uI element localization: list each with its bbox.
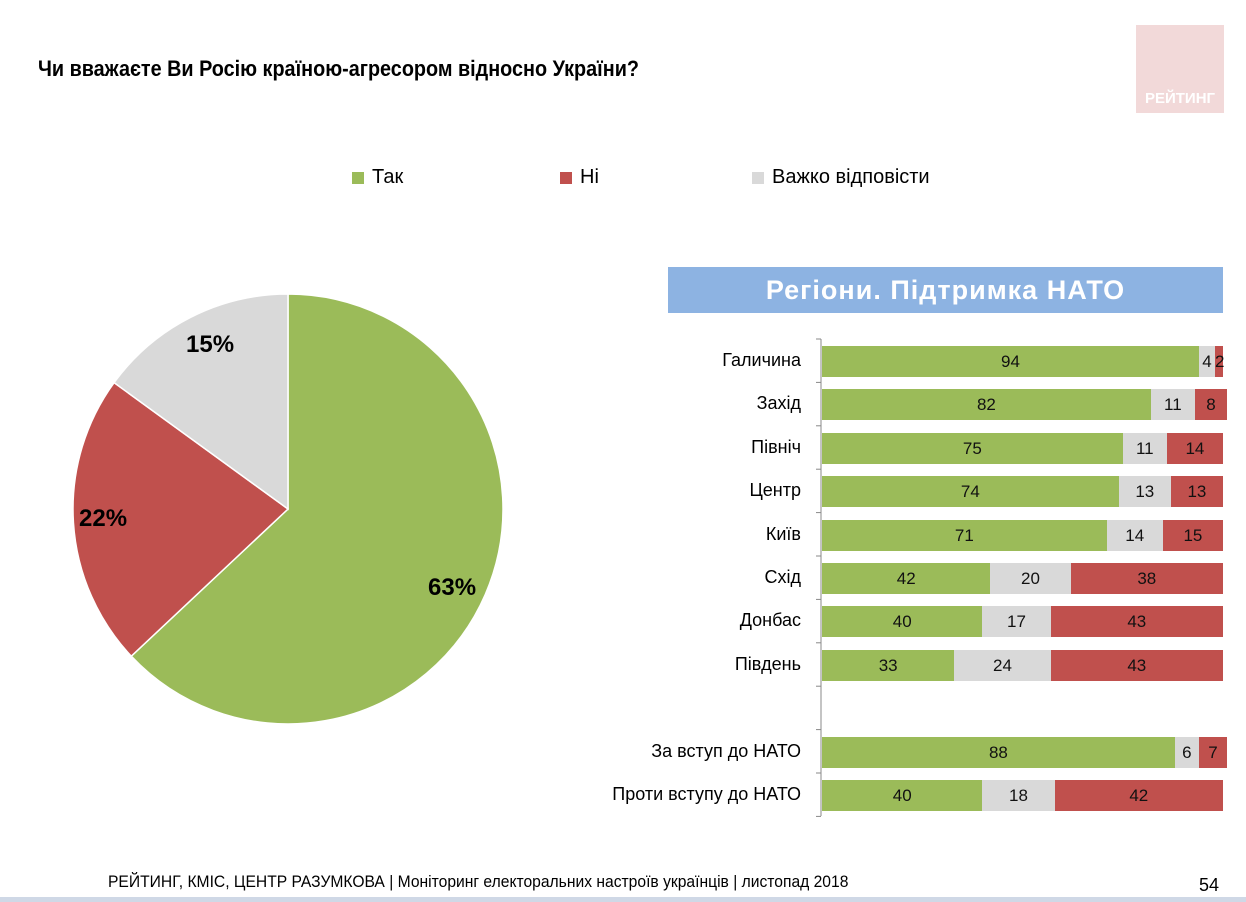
bar-segment-Ні: 7 — [1198, 736, 1227, 768]
logo-text: РЕЙТИНГ — [1144, 90, 1216, 107]
bar-segment-Ні: 14 — [1166, 432, 1223, 464]
bar-segment-Так: 40 — [822, 780, 983, 811]
logo: РЕЙТИНГ — [1136, 25, 1224, 113]
bar-segment-Важко відповісти: 13 — [1118, 476, 1171, 508]
page-title: Чи вважаєте Ви Росію країною-агресором в… — [38, 56, 639, 81]
category-label: Центр — [749, 480, 801, 501]
category-label: Схід — [764, 567, 801, 587]
legend-item-hard: Важко відповісти — [752, 166, 930, 189]
bar-segment-Важко відповісти: 11 — [1150, 389, 1195, 421]
page-number: 54 — [1199, 875, 1220, 895]
legend-item-no: Ні — [560, 166, 599, 189]
bar-segment-Ні: 38 — [1070, 563, 1223, 594]
bar-segment-Так: 33 — [822, 649, 955, 681]
bar-segment-Так: 82 — [822, 389, 1151, 421]
taskbar — [0, 897, 1246, 902]
category-label: Донбас — [739, 610, 801, 631]
bar-segment-Важко відповісти: 4 — [1198, 346, 1215, 377]
bar-segment-Важко відповісти: 17 — [982, 606, 1051, 638]
bar-segment-Ні: 43 — [1050, 606, 1223, 638]
pie-slice-0 — [130, 293, 504, 725]
bar-segment-Так: 71 — [822, 519, 1107, 551]
category-label: Проти вступу до НАТО — [612, 784, 801, 804]
legend-label: Ні — [580, 166, 599, 188]
pie-label: 63% — [428, 574, 477, 601]
bar-segment-Ні: 42 — [1054, 780, 1223, 811]
bar-segment-Ні: 2 — [1214, 346, 1224, 377]
bar-chart-title: Регіони. Підтримка НАТО — [668, 267, 1223, 313]
category-label: Північ — [751, 436, 801, 457]
bar-segment-Так: 75 — [822, 432, 1123, 464]
category-label: Київ — [765, 523, 801, 544]
bar-segment-Важко відповісти: 6 — [1174, 736, 1199, 768]
bar-segment-Так: 40 — [822, 606, 983, 638]
category-label: Захід — [756, 393, 801, 414]
category-label: За вступ до НАТО — [651, 740, 801, 761]
footer: РЕЙТИНГ, КМІС, ЦЕНТР РАЗУМКОВА | Монітор… — [108, 872, 849, 891]
bar-segment-Так: 42 — [822, 563, 991, 594]
bar-segment-Важко відповісти: 24 — [954, 649, 1051, 681]
pie-slice-1 — [72, 381, 290, 658]
bar-segment-Ні: 43 — [1050, 649, 1223, 681]
bar-segment-Важко відповісти: 20 — [990, 563, 1071, 594]
bar-segment-Так: 94 — [822, 346, 1199, 377]
category-label: Галичина — [722, 350, 801, 370]
pie-slice-2 — [113, 293, 289, 511]
bar-segment-Ні: 15 — [1162, 519, 1223, 551]
bar-segment-Так: 74 — [822, 476, 1119, 508]
category-label: Південь — [734, 653, 801, 674]
bar-segment-Ні: 8 — [1194, 389, 1227, 421]
pie-label: 15% — [186, 331, 235, 358]
bar-segment-Важко відповісти: 14 — [1106, 519, 1163, 551]
legend-label: Важко відповісти — [772, 166, 930, 188]
bar-segment-Важко відповісти: 11 — [1122, 432, 1167, 464]
legend-label: Так — [372, 166, 404, 188]
legend-item-yes: Так — [352, 166, 403, 189]
bar-segment-Ні: 13 — [1170, 476, 1223, 508]
bar-segment-Важко відповісти: 18 — [982, 780, 1055, 811]
bar-segment-Так: 88 — [822, 736, 1175, 768]
pie-label: 22% — [79, 505, 128, 532]
